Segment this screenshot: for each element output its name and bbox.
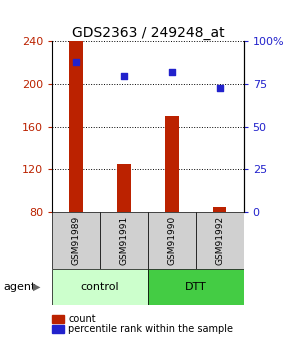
Bar	[148, 269, 244, 305]
Bar	[148, 212, 196, 269]
Title: GDS2363 / 249248_at: GDS2363 / 249248_at	[72, 26, 224, 40]
Text: GSM91989: GSM91989	[72, 216, 81, 265]
Point	[122, 73, 126, 78]
Bar	[196, 212, 244, 269]
Text: control: control	[81, 282, 119, 292]
Text: DTT: DTT	[185, 282, 206, 292]
Text: count: count	[68, 314, 96, 324]
Point	[169, 69, 174, 75]
Bar	[69, 41, 83, 212]
Bar	[52, 269, 148, 305]
Text: GSM91990: GSM91990	[167, 216, 176, 265]
Bar	[100, 212, 148, 269]
Bar	[52, 212, 100, 269]
Text: ▶: ▶	[33, 282, 41, 292]
Text: agent: agent	[3, 282, 35, 292]
Text: percentile rank within the sample: percentile rank within the sample	[68, 324, 233, 334]
Point	[218, 85, 222, 90]
Bar	[213, 207, 226, 212]
Bar	[117, 164, 131, 212]
Text: GSM91992: GSM91992	[215, 216, 224, 265]
Point	[74, 59, 78, 65]
Bar	[165, 116, 179, 212]
Text: GSM91991: GSM91991	[119, 216, 128, 265]
